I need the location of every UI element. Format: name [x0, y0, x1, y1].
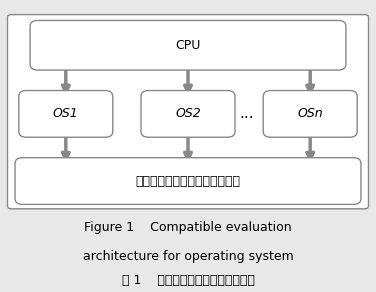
FancyBboxPatch shape — [141, 91, 235, 137]
Text: OS1: OS1 — [53, 107, 79, 120]
Text: 图 1    操作系统展容适配性评测框架: 图 1 操作系统展容适配性评测框架 — [121, 274, 255, 287]
FancyBboxPatch shape — [30, 20, 346, 70]
Text: 采用基准程序进行适配性能评测: 采用基准程序进行适配性能评测 — [135, 175, 241, 187]
FancyBboxPatch shape — [19, 91, 113, 137]
Text: CPU: CPU — [175, 39, 201, 52]
Text: Figure 1    Compatible evaluation: Figure 1 Compatible evaluation — [84, 221, 292, 234]
Text: OSn: OSn — [297, 107, 323, 120]
Text: OS2: OS2 — [175, 107, 201, 120]
FancyBboxPatch shape — [8, 15, 368, 209]
FancyBboxPatch shape — [263, 91, 357, 137]
Text: ...: ... — [239, 106, 253, 121]
FancyBboxPatch shape — [15, 158, 361, 204]
Text: architecture for operating system: architecture for operating system — [83, 251, 293, 263]
